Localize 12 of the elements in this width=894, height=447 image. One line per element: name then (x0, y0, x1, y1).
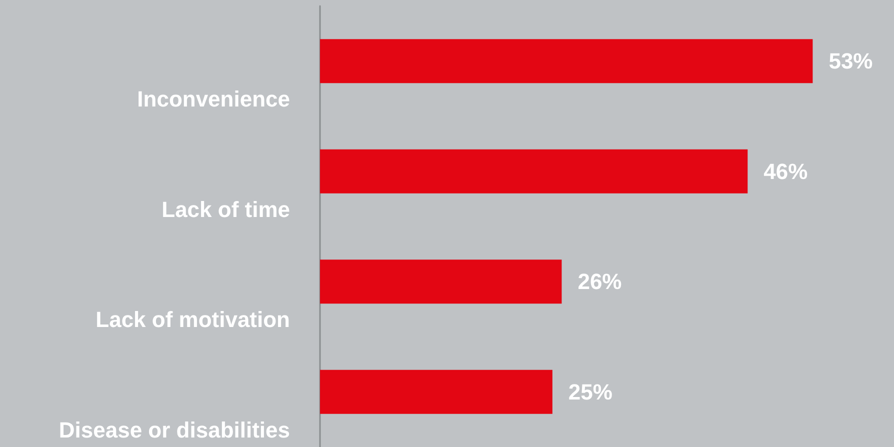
data-label: 46% (764, 158, 808, 184)
y-tick-label: Inconvenience (137, 86, 290, 112)
bar (320, 39, 813, 84)
data-label: 53% (828, 48, 873, 74)
y-tick-label: Lack of time (162, 196, 290, 222)
bar (320, 149, 748, 194)
bar (320, 370, 552, 414)
bar (320, 260, 562, 304)
data-label: 25% (568, 379, 612, 404)
data-label: 26% (578, 269, 622, 294)
y-tick-label: Lack of motivation (96, 307, 290, 332)
y-tick-label: Disease or disabilities (58, 417, 290, 442)
